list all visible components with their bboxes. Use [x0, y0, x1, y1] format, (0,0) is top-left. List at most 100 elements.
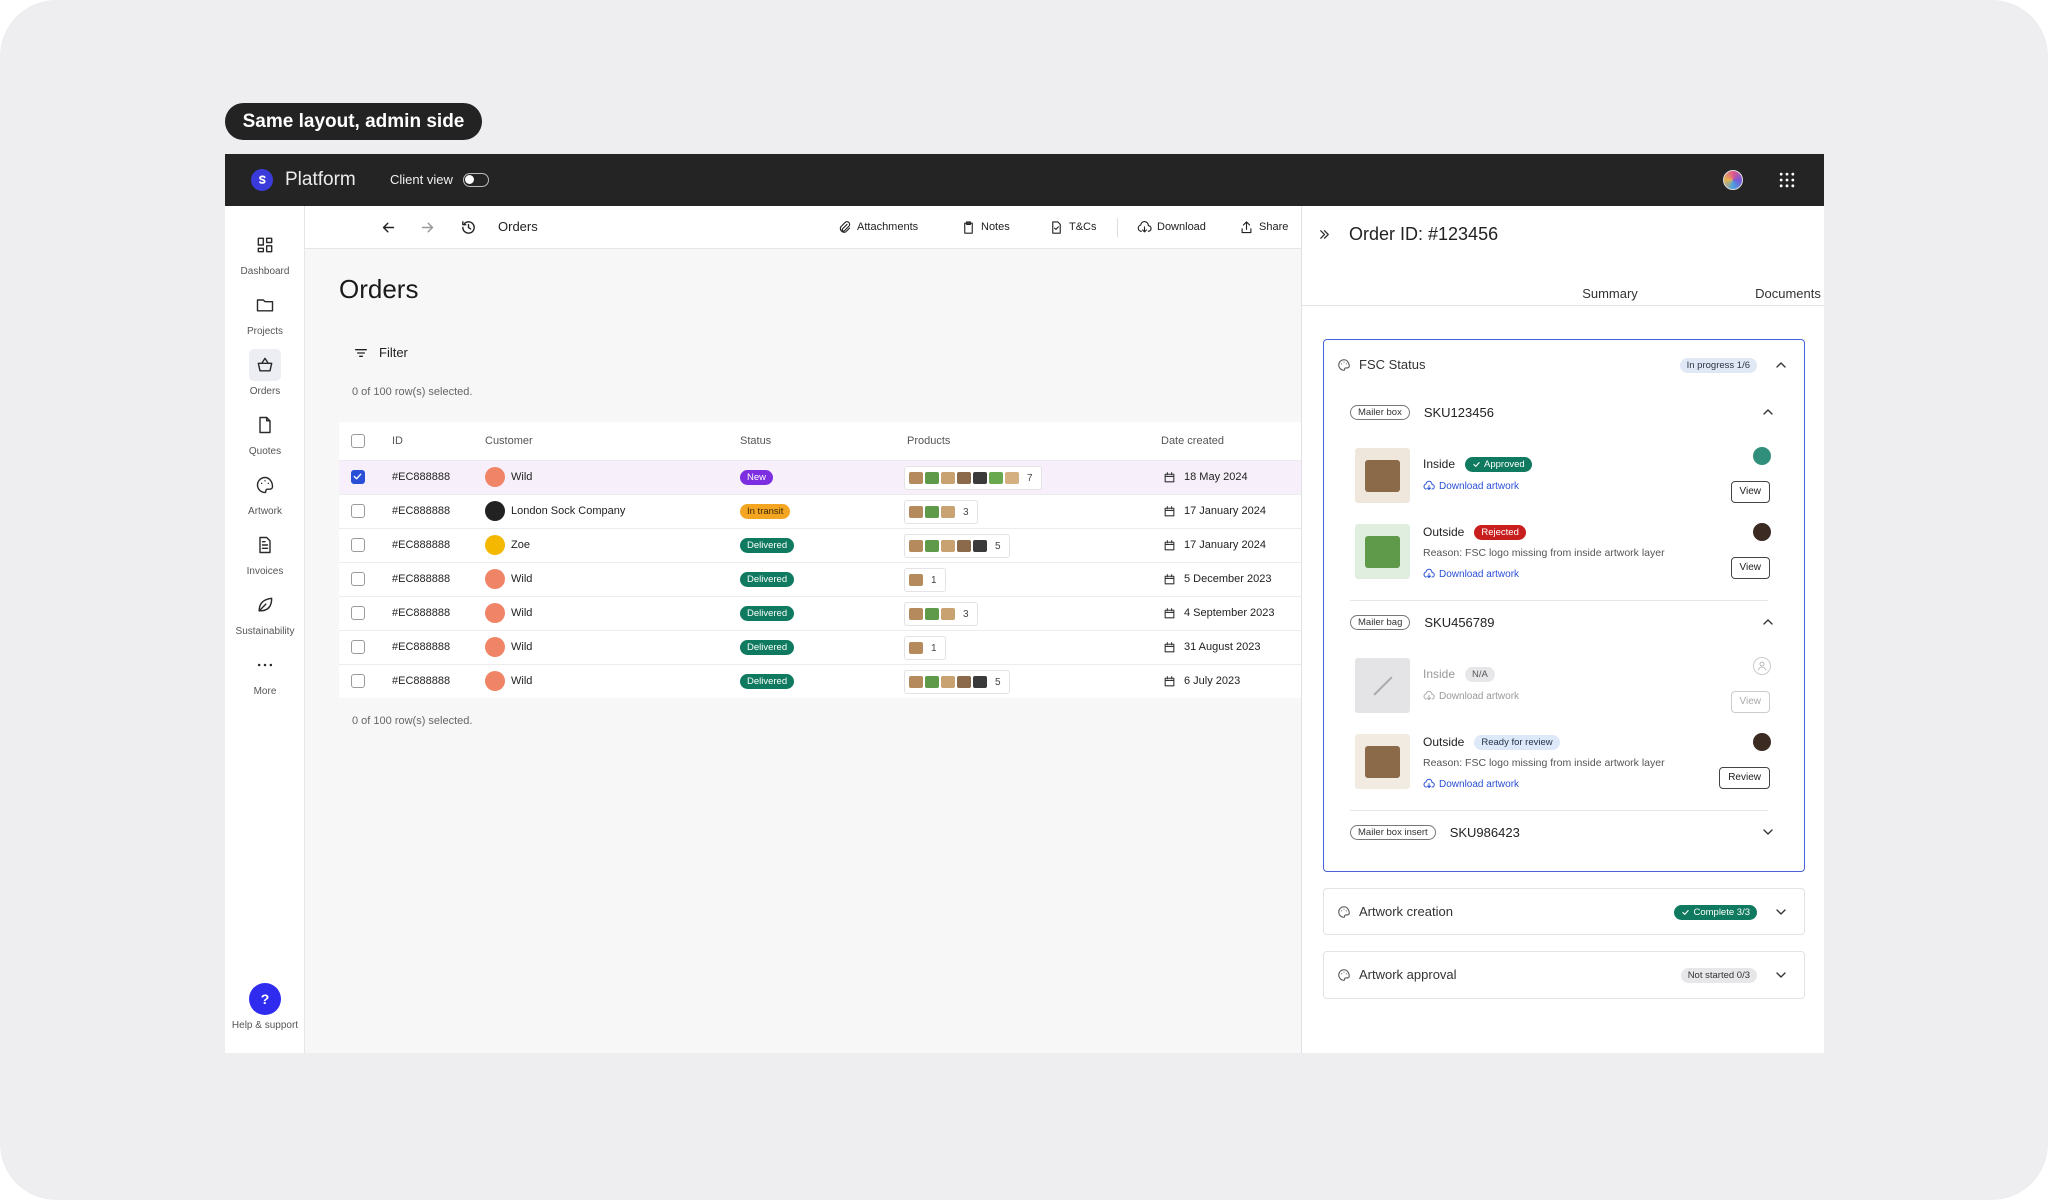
nav-icon	[259, 416, 271, 434]
artwork-thumb	[1355, 524, 1410, 579]
customer-name: Wild	[511, 675, 533, 687]
help-label: Help & support	[231, 1020, 299, 1031]
table-row[interactable]	[339, 596, 1301, 630]
page-label: Same layout, admin side	[225, 103, 482, 140]
assignee-avatar	[1753, 447, 1771, 465]
table-row[interactable]	[339, 494, 1301, 528]
artwork-side: Inside Approved	[1423, 455, 1532, 473]
sku-header: Mailer bag SKU456789	[1350, 612, 1494, 632]
action-button[interactable]: T&Cs	[1069, 221, 1097, 233]
check-icon-shape	[1682, 909, 1690, 915]
tab[interactable]: Summary	[1582, 283, 1638, 303]
nav-label[interactable]: Sustainability	[235, 626, 295, 637]
status-cell: Delivered	[740, 639, 795, 655]
action-icon-shape	[963, 220, 973, 234]
action-icon	[963, 220, 973, 234]
checkbox[interactable]	[351, 640, 365, 654]
side-label: Inside	[1423, 667, 1456, 681]
action-icon-shape	[1051, 220, 1061, 234]
action-icon	[839, 220, 850, 233]
product-thumb	[973, 472, 987, 484]
action-button[interactable]: View	[1730, 557, 1770, 579]
product-thumb	[925, 540, 939, 552]
nav-icon	[256, 476, 274, 494]
checkbox[interactable]	[351, 504, 365, 518]
checkbox[interactable]	[351, 674, 365, 688]
column-header: Customer	[485, 435, 533, 447]
action-icon	[1137, 220, 1152, 232]
download-icon	[1423, 690, 1435, 700]
action-button[interactable]: Share	[1259, 221, 1289, 233]
action-button[interactable]: Review	[1719, 767, 1770, 789]
download-link[interactable]: Download artwork	[1423, 478, 1519, 494]
product-thumb	[957, 676, 971, 688]
status-cell: In transit	[740, 503, 791, 519]
checkbox[interactable]	[351, 434, 365, 448]
artwork-thumb	[1355, 734, 1410, 789]
download-link[interactable]: Download artwork	[1423, 776, 1519, 792]
nav-icon	[259, 536, 271, 554]
checkbox[interactable]	[351, 470, 365, 484]
nav-label[interactable]: Quotes	[248, 446, 282, 457]
placeholder-slash	[1373, 676, 1392, 695]
nav-label[interactable]: More	[253, 686, 277, 697]
status-badge: In progress 1/6	[1679, 357, 1757, 373]
collapse-panel	[1319, 229, 1329, 239]
products-cell: 5	[904, 534, 1010, 558]
user-avatar[interactable]	[1723, 170, 1743, 190]
calendar-icon-shape	[1164, 675, 1174, 686]
product-thumb	[925, 506, 939, 518]
table-row[interactable]	[339, 460, 1301, 494]
assignee-placeholder	[1753, 657, 1771, 675]
product-count: 7	[1027, 472, 1033, 484]
status-badge: Approved	[1465, 456, 1532, 472]
products-cell: 5	[904, 670, 1010, 694]
action-button[interactable]: View	[1730, 481, 1770, 503]
sku-tag: Mailer box	[1350, 404, 1410, 420]
action-button[interactable]: Notes	[981, 221, 1010, 233]
checkbox[interactable]	[351, 606, 365, 620]
section-title[interactable]: Artwork approval	[1359, 967, 1457, 982]
logo-mark	[259, 175, 266, 184]
nav-label[interactable]: Invoices	[246, 566, 284, 577]
download-link[interactable]: Download artwork	[1423, 566, 1519, 582]
product-thumb	[909, 472, 923, 484]
nav-label[interactable]: Orders	[249, 386, 281, 397]
badge-text: Rejected	[1481, 526, 1519, 538]
checkbox[interactable]	[351, 572, 365, 586]
help-button[interactable]: ?	[249, 983, 281, 1015]
column-header: ID	[392, 435, 403, 447]
table-row[interactable]	[339, 528, 1301, 562]
status-badge: In transit	[740, 503, 791, 519]
nav-label[interactable]: Dashboard	[240, 266, 290, 277]
section-title[interactable]: FSC Status	[1359, 357, 1426, 372]
sku-code: SKU456789	[1424, 614, 1495, 630]
filter-button[interactable]: Filter	[379, 345, 408, 360]
column-header: Date created	[1161, 435, 1224, 447]
checkbox[interactable]	[351, 538, 365, 552]
download-icon-shape	[1423, 568, 1435, 578]
customer-name: London Sock Company	[511, 505, 626, 517]
action-button[interactable]: Download	[1157, 221, 1206, 233]
status-cell: Delivered	[740, 673, 795, 689]
download-link[interactable]: Download artwork	[1423, 688, 1519, 704]
side-label: Outside	[1423, 735, 1465, 749]
apps-menu	[1779, 172, 1795, 188]
section-title[interactable]: Artwork creation	[1359, 904, 1453, 919]
tab[interactable]: Documents	[1755, 283, 1821, 303]
client-view-toggle[interactable]	[463, 173, 489, 187]
table-row[interactable]	[339, 630, 1301, 664]
nav-label[interactable]: Projects	[246, 326, 284, 337]
product-count: 3	[963, 608, 969, 620]
table-row[interactable]	[339, 562, 1301, 596]
toggle-knob	[465, 175, 474, 184]
product-thumb	[941, 676, 955, 688]
customer-name: Wild	[511, 573, 533, 585]
action-button[interactable]: Attachments	[857, 221, 919, 233]
product-count: 1	[931, 642, 937, 654]
table-row[interactable]	[339, 664, 1301, 698]
orders-table: ID Customer Status Products Date created #EC8…	[339, 422, 1301, 698]
reject-reason: Reason: FSC logo missing from inside art…	[1423, 756, 1665, 769]
calendar-icon	[1164, 471, 1174, 482]
nav-label[interactable]: Artwork	[248, 506, 282, 517]
